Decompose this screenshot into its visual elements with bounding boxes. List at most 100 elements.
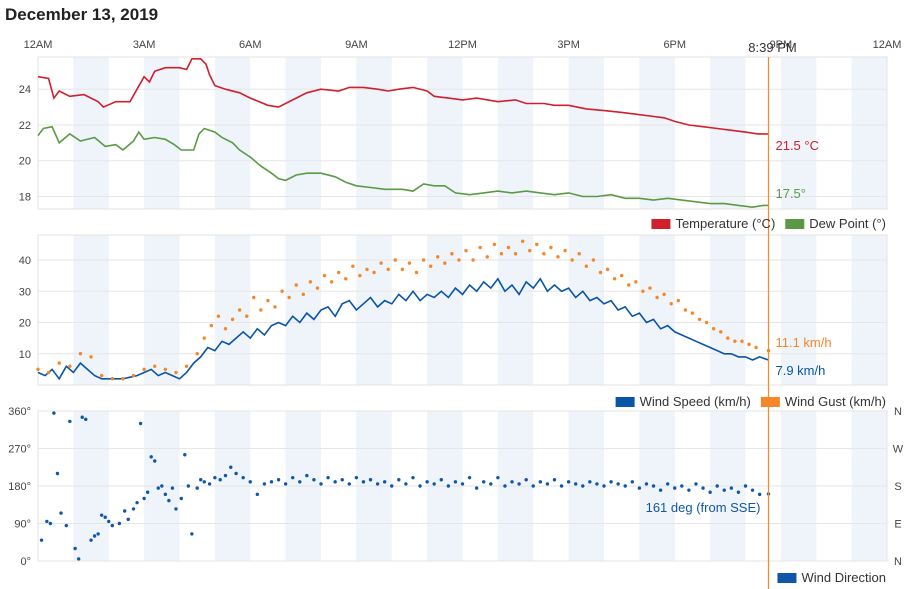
legend-swatch — [785, 219, 805, 229]
direction-point — [757, 492, 762, 497]
hour-band — [710, 235, 746, 385]
x-tick-label: 9PM — [770, 39, 793, 51]
hour-band — [356, 235, 392, 385]
direction-point — [229, 465, 233, 469]
gust-point — [499, 252, 504, 256]
direction-point — [397, 478, 401, 482]
gust-point — [131, 373, 136, 378]
legend-row: Wind Gust (km/h) Wind Speed (km/h) — [615, 394, 886, 409]
gust-point — [259, 308, 263, 312]
hour-band — [639, 235, 675, 385]
wind-speed-value: 7.9 km/h — [775, 363, 825, 378]
hour-band — [780, 57, 817, 209]
direction-point — [167, 498, 171, 503]
direction-point — [566, 480, 571, 484]
compass-label: E — [894, 519, 901, 531]
gust-point — [400, 267, 405, 272]
direction-point — [333, 480, 337, 484]
y-tick-label: 10 — [19, 349, 31, 361]
direction-point — [76, 557, 81, 561]
time-bands — [73, 57, 887, 561]
gust-point — [372, 270, 376, 275]
gust-point — [528, 248, 532, 253]
direction-point — [729, 486, 734, 490]
direction-point — [602, 484, 606, 488]
direction-point — [126, 517, 130, 522]
gust-point — [252, 295, 256, 300]
gust-point — [506, 245, 511, 250]
direction-point — [291, 475, 295, 480]
x-tick-label: 9AM — [345, 39, 368, 51]
direction-point — [694, 482, 698, 486]
gust-point — [655, 295, 659, 300]
direction-point — [439, 478, 443, 482]
gust-point — [428, 264, 433, 268]
gust-point — [641, 289, 645, 293]
hour-band — [144, 57, 180, 209]
hour-band — [497, 235, 534, 385]
hour-band — [568, 235, 604, 385]
direction-point — [680, 484, 684, 488]
series-layer — [36, 58, 771, 561]
gust-point — [245, 314, 249, 318]
legend-label: Wind Gust (km/h) — [785, 394, 886, 409]
direction-point — [131, 507, 136, 511]
gust-point — [336, 270, 341, 275]
gust-point — [308, 280, 313, 284]
gust-point — [110, 377, 114, 381]
direction-point — [701, 486, 705, 490]
direction-point — [524, 478, 528, 482]
legend-label: Wind Speed (km/h) — [640, 394, 751, 409]
direction-point — [142, 496, 146, 501]
gust-point — [570, 258, 574, 262]
gust-point — [36, 367, 40, 372]
gust-point — [202, 336, 206, 340]
direction-point — [545, 482, 550, 486]
hour-band — [285, 235, 321, 385]
direction-point — [262, 482, 267, 486]
y-tick-label: 180° — [8, 481, 31, 493]
y-tick-label: 22 — [19, 120, 31, 132]
gust-point — [457, 258, 461, 262]
direction-point — [687, 488, 691, 492]
hour-band — [144, 235, 180, 385]
direction-point — [276, 478, 281, 482]
gust-point — [676, 298, 680, 303]
compass-label: W — [893, 444, 904, 456]
direction-point — [673, 486, 677, 490]
legend-label: Wind Direction — [801, 570, 886, 585]
direction-point — [630, 480, 634, 484]
y-tick-label: 90° — [14, 519, 31, 531]
direction-point — [637, 486, 642, 490]
direction-point — [552, 478, 557, 482]
direction-point — [418, 484, 422, 488]
gust-point — [287, 295, 291, 300]
gust-point — [605, 267, 610, 272]
value-labels: 21.5 °C 17.5° 11.1 km/h 7.9 km/h 161 deg (fr… — [646, 138, 832, 515]
direction-point — [574, 482, 578, 486]
gust-point — [471, 258, 475, 262]
gust-point — [535, 242, 539, 247]
hour-band — [710, 57, 746, 209]
direction-point — [52, 411, 56, 415]
y-tick-label: 40 — [19, 255, 31, 267]
direction-point — [135, 500, 139, 505]
legend-label: Dew Point (°) — [809, 216, 886, 231]
direction-point — [55, 471, 60, 476]
gust-point — [46, 370, 51, 375]
gust-point — [464, 248, 468, 253]
gust-point — [556, 255, 560, 259]
direction-point — [64, 523, 69, 528]
direction-point — [174, 507, 178, 511]
direction-point — [474, 486, 479, 490]
dew-point-value: 17.5° — [775, 186, 806, 201]
direction-point — [743, 484, 748, 488]
gust-point — [513, 252, 518, 256]
gust-point — [719, 330, 723, 334]
direction-point — [595, 482, 599, 486]
hour-band — [568, 57, 604, 209]
direction-point — [658, 488, 663, 492]
gust-point — [690, 311, 695, 315]
panel-frame — [37, 234, 888, 386]
hour-band — [73, 57, 109, 209]
